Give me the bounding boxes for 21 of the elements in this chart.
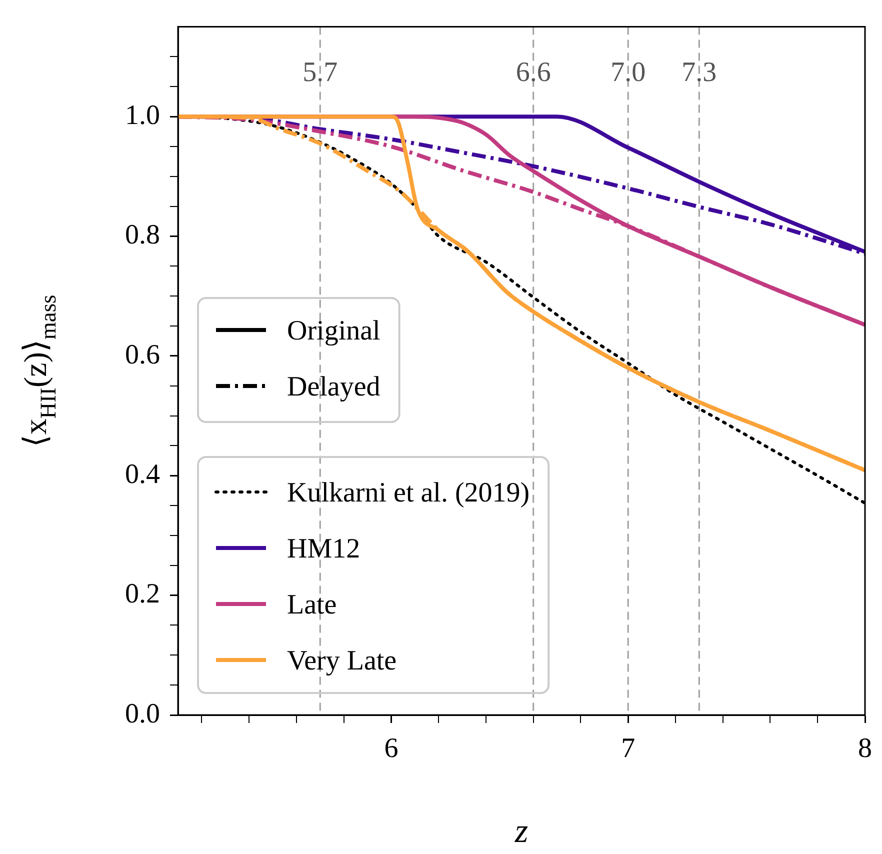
y-tick-label: 0.8 xyxy=(125,220,160,251)
x-axis-title: z xyxy=(514,813,528,850)
x-tick-label: 8 xyxy=(858,733,872,764)
y-axis-title: ⟨xHII(z)⟩mass xyxy=(17,294,61,448)
legend-label: HM12 xyxy=(287,533,360,564)
ref-line-label: 7.3 xyxy=(682,56,717,88)
ref-line-label: 6.6 xyxy=(516,56,551,88)
y-tick-label: 0.0 xyxy=(125,698,160,730)
legend-label: Late xyxy=(287,589,337,620)
ref-line-label: 7.0 xyxy=(610,56,646,88)
legend-label: Very Late xyxy=(287,645,397,676)
x-tick-label: 6 xyxy=(384,733,398,764)
x-tick-label: 7 xyxy=(621,733,636,764)
legend-label: Kulkarni et al. (2019) xyxy=(287,477,530,508)
y-tick-label: 1.0 xyxy=(125,100,160,131)
annotation: Delayed xyxy=(287,371,380,402)
y-tick-label: 0.4 xyxy=(125,458,160,490)
annotation: Original xyxy=(287,315,381,346)
y-tick-label: 0.2 xyxy=(125,578,160,610)
ref-line-label: 5.7 xyxy=(302,56,338,88)
y-tick-label: 0.6 xyxy=(125,339,160,370)
